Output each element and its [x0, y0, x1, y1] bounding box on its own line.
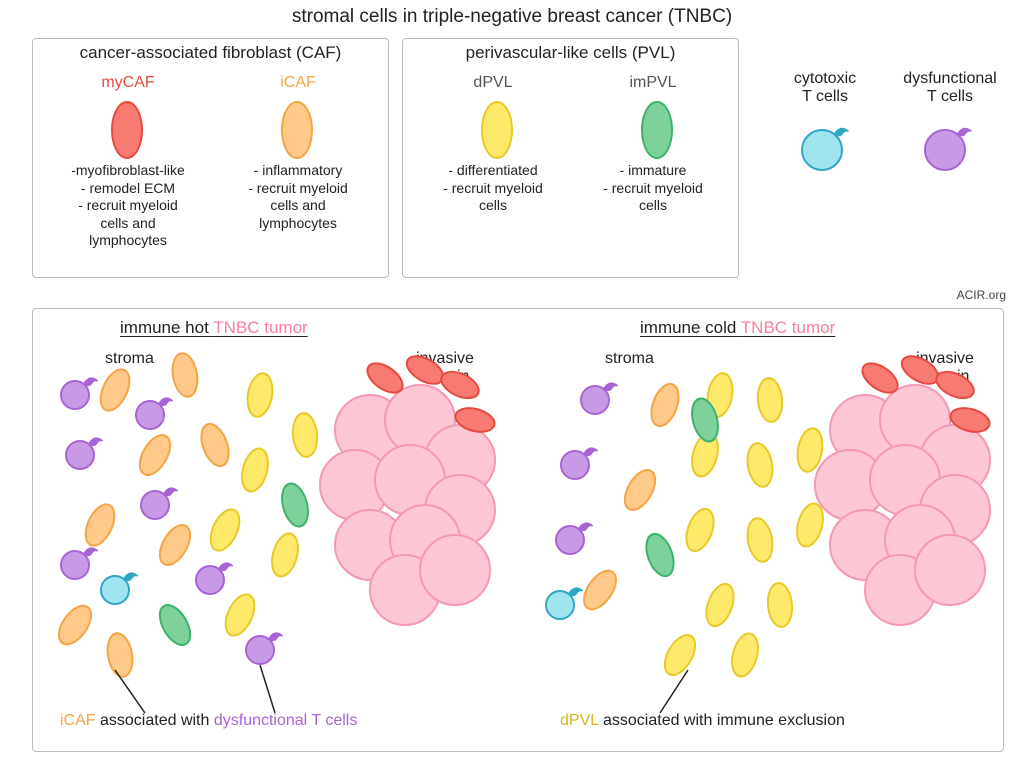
- diagram-svg: [0, 0, 1024, 768]
